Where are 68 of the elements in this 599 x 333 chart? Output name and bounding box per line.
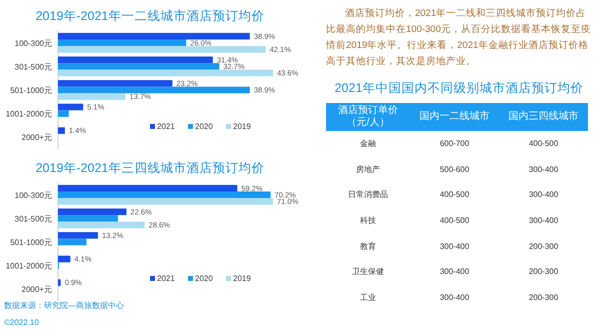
category-label: 卫生保健: [352, 267, 384, 276]
bar: [58, 184, 238, 192]
legend-label: 2021: [157, 122, 176, 131]
legend-label: 2019: [233, 274, 252, 283]
text: ©2022.10: [4, 318, 40, 327]
bar: [58, 80, 172, 87]
category-label: 日常消费品: [348, 190, 388, 200]
y-tick-label: 100-300元: [14, 38, 52, 48]
text: 300-400: [440, 292, 470, 302]
y-tick-label: 1001-2000元: [6, 110, 52, 119]
bar: [58, 93, 126, 100]
text: 400-500: [440, 216, 470, 226]
category-label: 科技: [360, 216, 376, 226]
y-tick-label: 301-500元: [14, 62, 52, 72]
text: 2021年中国国内不同级别城市酒店预订均价: [334, 80, 584, 97]
y-tick-label: 301-500元: [14, 214, 52, 224]
y-tick-label: 1001-2000元: [6, 262, 52, 271]
legend-label: 2019: [233, 122, 252, 131]
bar: [58, 86, 250, 94]
category-label: 金融: [360, 139, 376, 148]
text: 300-400: [440, 242, 470, 251]
category-label: 工业: [360, 292, 376, 302]
y-tick-label: 2000+元: [22, 285, 52, 294]
text: 200-300: [528, 292, 558, 302]
bar: [58, 110, 69, 117]
bar: [58, 40, 186, 46]
legend-label: 2021: [157, 274, 176, 283]
text: 酒店预订均价，2021年一二线和三四线城市预订均价占比最高的均集中在100-300元，从百分比数据看基本恢复至疫情前2019年水平。行业来看，2021年金融行业酒店预订价格高于其他行业，其次是房地产业。: [326, 7, 592, 69]
bar: [58, 232, 98, 239]
legend-label: 2020: [195, 274, 214, 283]
bar: [58, 215, 118, 222]
category-label: 国内三四线城市: [499, 103, 588, 131]
text: 400-500: [440, 190, 470, 200]
y-tick-label: 501-1000元: [10, 238, 52, 247]
bar: [58, 63, 220, 70]
text: 600-700: [440, 139, 470, 148]
y-tick-label: 2000+元: [22, 133, 52, 142]
bar: [58, 238, 86, 246]
category-label: 房地产: [356, 164, 380, 174]
annotation: 数据来源：研究院—商旅数据中心: [4, 301, 124, 310]
bar: [58, 208, 126, 216]
bar: [58, 104, 84, 110]
bar: [58, 222, 145, 228]
bar: [58, 46, 266, 53]
text: 300-400: [528, 164, 558, 174]
bar: [58, 127, 65, 134]
chart-title: 2019年-2021年一二线城市酒店预订均价: [36, 8, 264, 23]
bar: [58, 256, 70, 262]
bar: [58, 192, 271, 198]
y-tick-label: 100-300元: [14, 190, 52, 200]
bar: [58, 70, 273, 76]
text: 300-400: [528, 190, 558, 200]
category-label: 国内一二线城市: [410, 103, 499, 131]
text: 200-300: [528, 242, 558, 251]
chart-title: 2019年-2021年三四线城市酒店预订均价: [36, 160, 264, 175]
text: 200-300: [528, 267, 558, 276]
text: 500-600: [440, 164, 470, 174]
text: 300-400: [440, 267, 470, 276]
bar: [58, 279, 61, 286]
category-label: 酒店预订单价（元/人）: [326, 103, 410, 131]
category-label: 教育: [360, 242, 376, 251]
bar: [58, 198, 273, 205]
legend-label: 2020: [195, 122, 214, 131]
bar: [58, 32, 250, 40]
y-tick-label: 501-1000元: [10, 86, 52, 95]
bar: [58, 56, 213, 64]
text: 400-500: [528, 139, 558, 148]
text: 300-400: [528, 216, 558, 226]
